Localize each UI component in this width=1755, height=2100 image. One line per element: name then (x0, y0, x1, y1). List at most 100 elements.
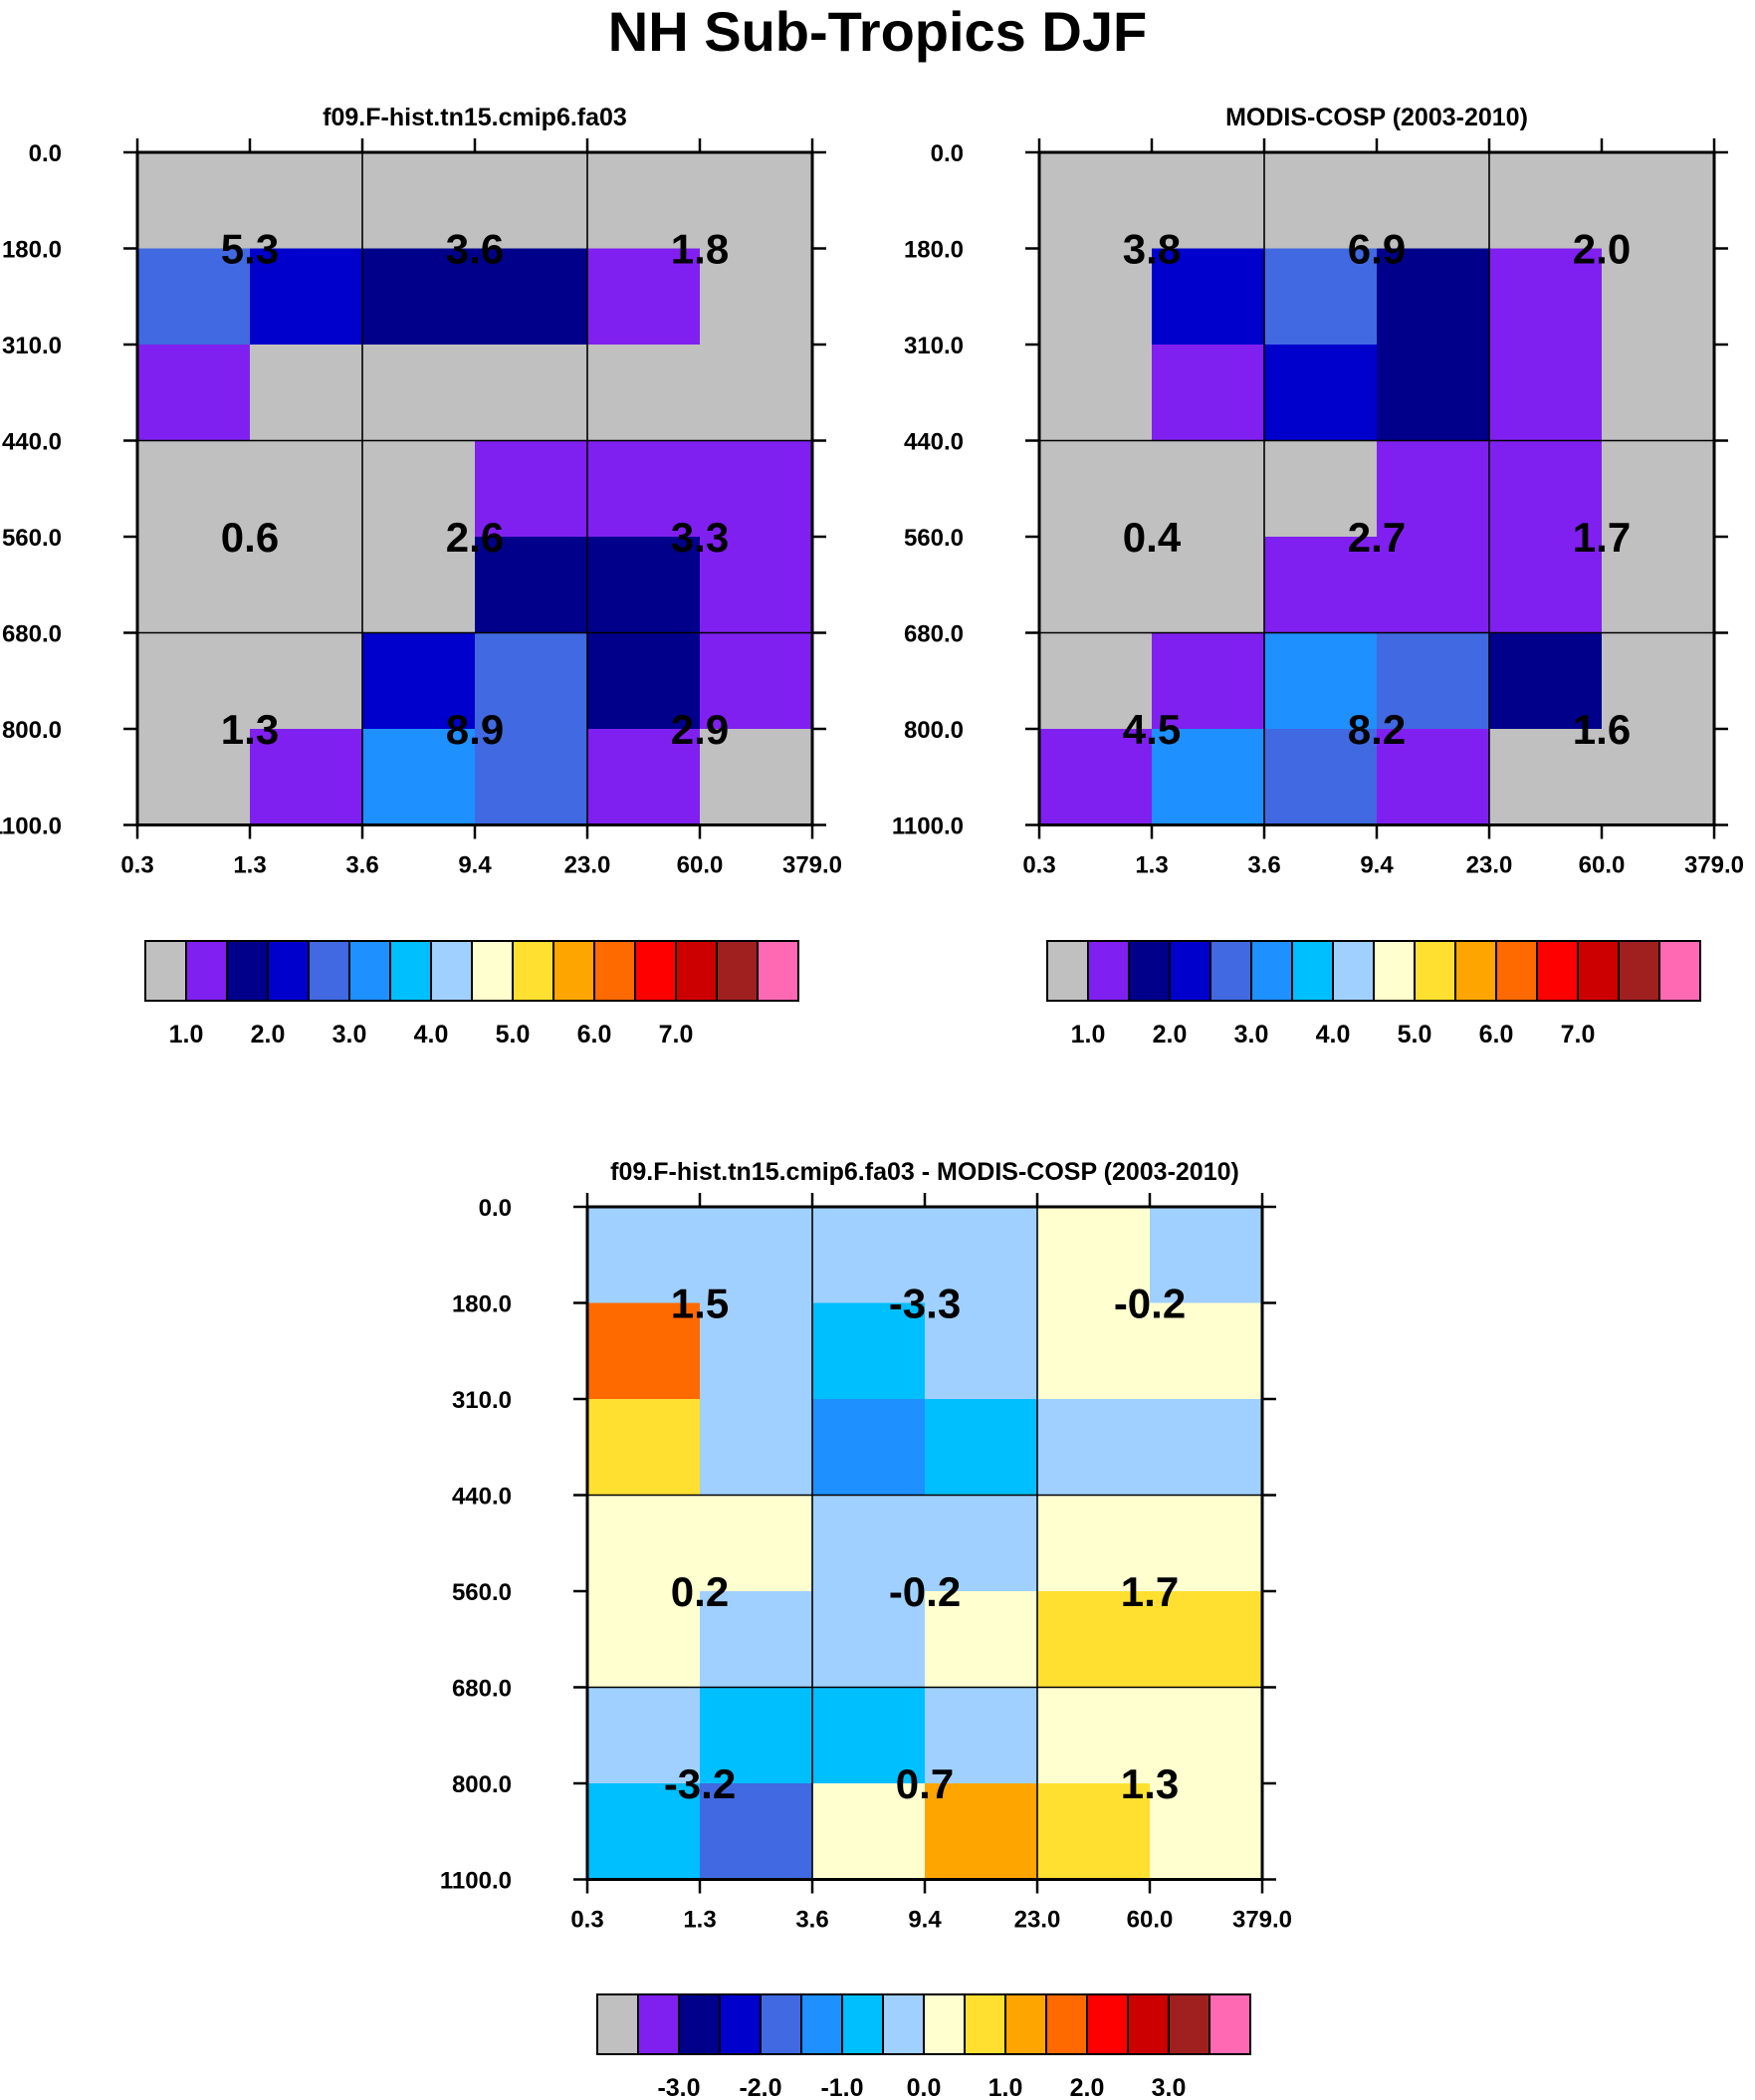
colorbar-swatch (1046, 940, 1089, 1002)
cell-value-label: 1.5 (671, 1281, 729, 1327)
heatmap-cell (1150, 1591, 1263, 1689)
heatmap-cell (137, 345, 251, 442)
colorbar-swatch (964, 1993, 1006, 2055)
colorbar-swatch (267, 940, 310, 1002)
heatmap-cell (137, 152, 251, 250)
cell-value-label: 5.3 (221, 226, 279, 273)
heatmap-cell (700, 1687, 813, 1784)
x-tick-label: 3.6 (795, 1907, 828, 1934)
cell-value-label: 1.3 (1121, 1760, 1179, 1807)
heatmap-cell (137, 632, 251, 730)
heatmap-cell (1602, 345, 1715, 442)
x-tick-label: 9.4 (908, 1907, 942, 1934)
heatmap-cell (700, 1302, 813, 1400)
heatmap-cell (1489, 248, 1603, 346)
heatmap-cell (1152, 632, 1265, 730)
heatmap-cell (587, 1495, 701, 1592)
x-tick-label: 379.0 (1232, 1907, 1292, 1934)
heatmap-cell (812, 1399, 926, 1497)
cell-value-label: 2.7 (1348, 514, 1406, 561)
heatmap-cell (1602, 152, 1715, 250)
heatmap-cell (1150, 1687, 1263, 1784)
heatmap-cell (475, 729, 588, 826)
heatmap-cell (1377, 248, 1490, 346)
y-tick-label: 0.0 (479, 1195, 512, 1222)
heatmap-cell (250, 729, 363, 826)
cell-value-label: 0.6 (221, 514, 279, 561)
heatmap-cell (1264, 537, 1378, 634)
figure-title: NH Sub-Tropics DJF (607, 0, 1148, 63)
cell-value-label: 2.6 (446, 514, 504, 561)
y-tick-label: 1100.0 (0, 814, 62, 840)
colorbar-swatch (1414, 940, 1456, 1002)
cell-value-label: 8.2 (1348, 706, 1406, 753)
y-tick-label: 180.0 (904, 237, 964, 264)
colorbar-swatch (1495, 940, 1538, 1002)
heatmap-cell (587, 729, 701, 826)
x-tick-label: 379.0 (782, 852, 842, 879)
x-tick-label: 3.6 (1247, 852, 1280, 879)
heatmap-cell (1152, 440, 1265, 538)
heatmap-cell (1264, 152, 1378, 250)
y-tick-label: 310.0 (904, 333, 964, 359)
heatmap-cell (1602, 729, 1715, 826)
heatmap-cell (1150, 1207, 1263, 1304)
colorbar-swatch (757, 940, 799, 1002)
heatmap-cell (1489, 440, 1603, 538)
colorbar-swatch (675, 940, 718, 1002)
heatmap-cell (250, 345, 363, 442)
heatmap-cell (1039, 729, 1153, 826)
panel-model: f09.F-hist.tn15.cmip6.fa03 0.3 1.3 3.6 9.4 23… (0, 104, 842, 1049)
heatmap-cell (812, 1783, 926, 1881)
heatmap-cell (700, 729, 813, 826)
colorbar-swatch (226, 940, 269, 1002)
colorbar-label: 2.0 (1153, 1021, 1188, 1049)
cell-value-label: 1.6 (1573, 706, 1631, 753)
heatmap-cell (362, 248, 476, 346)
heatmap-cell (1377, 152, 1490, 250)
colorbar-swatch (800, 1993, 843, 2055)
heatmap-cell (925, 1302, 1038, 1400)
x-tick-label: 23.0 (564, 852, 611, 879)
heatmap-cell (362, 537, 476, 634)
cell-value-label: -3.2 (664, 1760, 736, 1807)
heatmap-cell (1037, 1591, 1151, 1689)
colorbar-label: -1.0 (820, 2074, 863, 2100)
y-tick-label: 180.0 (452, 1291, 512, 1318)
cell-value-label: 1.3 (221, 706, 279, 753)
heatmap-cell (925, 1783, 1038, 1881)
colorbar-swatch (1208, 1993, 1251, 2055)
heatmap-cell (925, 1591, 1038, 1689)
heatmap-cell (587, 345, 701, 442)
heatmap-cell (1377, 537, 1490, 634)
cell-value-label: 2.0 (1573, 226, 1631, 273)
cell-value-label: 3.8 (1123, 226, 1181, 273)
colorbar-swatch (512, 940, 554, 1002)
heatmap-cell (812, 1207, 926, 1304)
heatmap-cell (925, 1687, 1038, 1784)
colorbar-swatch (716, 940, 759, 1002)
heatmap-cell (1152, 152, 1265, 250)
cell-value-label: 1.8 (671, 226, 729, 273)
y-tick-label: 1100.0 (440, 1868, 512, 1895)
heatmap-cell (1602, 632, 1715, 730)
heatmap-cell (137, 248, 251, 346)
heatmap-cell (1377, 729, 1490, 826)
heatmap-cell (1039, 632, 1153, 730)
x-tick-label: 1.3 (683, 1907, 716, 1934)
y-tick-label: 440.0 (452, 1484, 512, 1511)
y-tick-label: 310.0 (452, 1387, 512, 1414)
colorbar-label: 5.0 (1398, 1021, 1432, 1049)
cell-value-label: 6.9 (1348, 226, 1406, 273)
heatmap-cell (1602, 248, 1715, 346)
y-tick-label: 800.0 (904, 717, 964, 744)
y-tick-label: 310.0 (2, 333, 62, 359)
heatmap-cell (925, 1207, 1038, 1304)
heatmap-cell (475, 152, 588, 250)
heatmap-cell (1039, 537, 1153, 634)
colorbar-label: 4.0 (1316, 1021, 1351, 1049)
heatmap-cell (250, 537, 363, 634)
colorbar-swatch (1004, 1993, 1047, 2055)
heatmap-cell (1489, 152, 1603, 250)
